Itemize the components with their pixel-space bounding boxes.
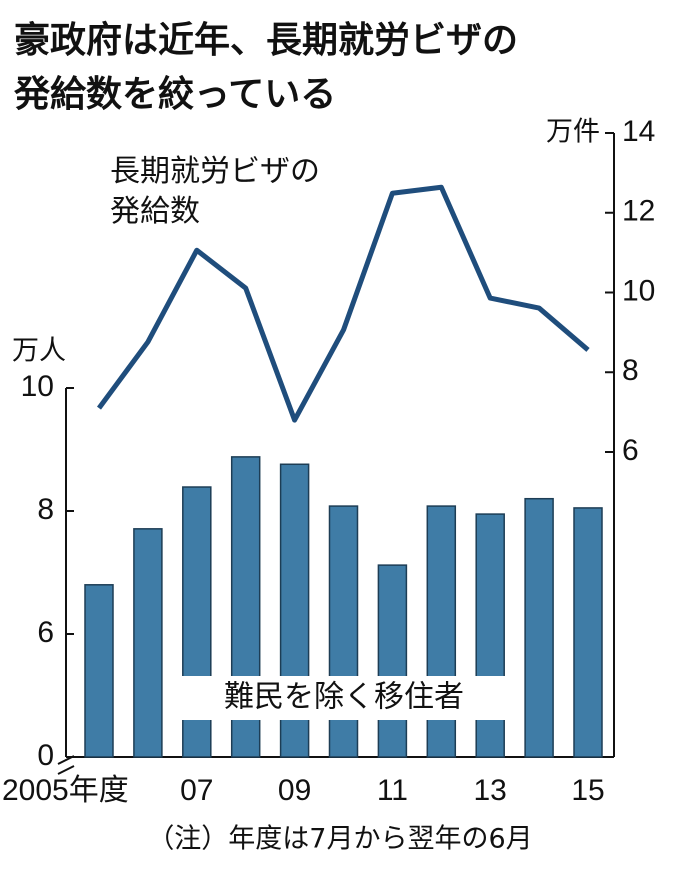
bar <box>475 513 505 758</box>
y-tick-label: 8 <box>37 493 54 526</box>
y-tick-label: 6 <box>37 616 54 649</box>
y2-tick-label: 10 <box>622 274 655 307</box>
axis-break-gap <box>58 760 74 770</box>
x-tick-label: 15 <box>571 774 604 807</box>
y2-tick-label: 12 <box>622 195 655 228</box>
y2-axis-label: 万件 <box>546 117 600 148</box>
bar-label-bg <box>180 676 508 720</box>
bar <box>133 528 163 758</box>
y-tick-label: 0 <box>37 739 54 772</box>
y2-tick-label: 14 <box>622 115 655 148</box>
line <box>96 184 590 423</box>
y2-tick-label: 8 <box>622 354 639 387</box>
bar <box>84 584 114 758</box>
x-tick-label: 09 <box>278 774 311 807</box>
bar <box>524 497 554 758</box>
x-tick-label: 13 <box>474 774 507 807</box>
title-line: 発給数を絞っている <box>14 74 336 115</box>
x-tick-label: 07 <box>180 774 213 807</box>
y-axis-label: 万人 <box>12 336 66 367</box>
bar-series-label: 難民を除く移住者 <box>224 680 464 715</box>
x-tick-label: 11 <box>377 774 408 807</box>
axis-break <box>57 765 75 775</box>
bar <box>573 507 603 758</box>
y-tick-label: 10 <box>21 370 54 403</box>
bar <box>377 564 408 758</box>
title-line: 豪政府は近年、長期就労ビザの <box>14 19 518 61</box>
x-tick-label: 2005年度 <box>2 774 129 807</box>
note: （注）年度は7月から翌年の6月 <box>147 824 532 855</box>
line-label: 長期就労ビザの発給数 <box>110 154 320 229</box>
y2-tick-label: 6 <box>622 434 639 467</box>
